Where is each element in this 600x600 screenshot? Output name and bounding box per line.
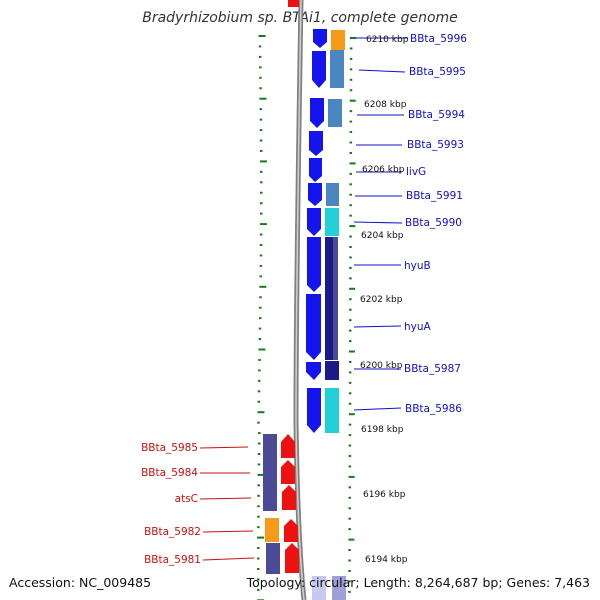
gene-arrow[interactable] (307, 388, 321, 433)
label-leader-line (202, 557, 255, 561)
accession-label: Accession: NC_009485 (9, 575, 152, 590)
left-scale-ticks (257, 35, 267, 600)
scale-label: 6202 kbp (360, 295, 403, 305)
gene-category-block[interactable] (325, 237, 333, 360)
label-leader-line (358, 69, 406, 73)
gene-label-bbta-5986[interactable]: BBta_5986 (405, 403, 462, 415)
scale-labels: 6210 kbp 6208 kbp 6206 kbp 6204 kbp 6202… (360, 35, 409, 565)
label-leader-line (199, 446, 249, 449)
gene-arrow[interactable] (310, 98, 324, 128)
gene-label-bbta-5987[interactable]: BBta_5987 (404, 363, 461, 375)
left-category-blocks (263, 434, 280, 574)
blue-gene-arrows (306, 29, 327, 433)
gene-category-block[interactable] (265, 518, 279, 542)
gene-arrow[interactable] (285, 543, 299, 573)
gene-arrow[interactable] (308, 183, 322, 206)
label-leader-line (199, 497, 252, 500)
gene-category-block[interactable] (325, 361, 339, 380)
scale-label: 6206 kbp (362, 165, 405, 175)
gene-category-block[interactable] (325, 388, 339, 433)
gene-category-block[interactable] (331, 30, 345, 50)
gene-arrow[interactable] (307, 237, 321, 292)
left-gene-labels: BBta_5985 BBta_5984 atsC BBta_5982 BBta_… (141, 442, 201, 566)
right-category-blocks (325, 30, 345, 433)
gene-label-hyub[interactable]: hyuB (404, 260, 431, 272)
gene-arrow[interactable] (281, 460, 295, 484)
gene-label-bbta-5996[interactable]: BBta_5996 (410, 33, 467, 45)
gene-label-livg[interactable]: livG (406, 166, 426, 178)
label-leader-line (353, 325, 402, 328)
gene-label-bbta-5991[interactable]: BBta_5991 (406, 190, 463, 202)
scale-label: 6196 kbp (363, 490, 406, 500)
scale-label: 6208 kbp (364, 100, 407, 110)
label-leader-line (353, 407, 402, 411)
gene-category-block[interactable] (328, 99, 342, 127)
gene-label-bbta-5984[interactable]: BBta_5984 (141, 467, 198, 479)
gene-label-bbta-5995[interactable]: BBta_5995 (409, 66, 466, 78)
gene-category-block[interactable] (325, 208, 339, 236)
gene-label-bbta-5981[interactable]: BBta_5981 (144, 554, 201, 566)
gene-category-block[interactable] (326, 183, 339, 206)
gene-arrow[interactable] (306, 362, 321, 380)
gene-label-bbta-5994[interactable]: BBta_5994 (408, 109, 465, 121)
scale-label: 6194 kbp (365, 555, 408, 565)
topology-label: Topology: circular; Length: 8,264,687 bp… (246, 575, 590, 590)
red-gene-arrows (281, 434, 299, 573)
scale-label: 6210 kbp (366, 35, 409, 45)
gene-block-partial[interactable] (312, 576, 326, 600)
right-scale-ticks (348, 37, 356, 593)
gene-label-hyua[interactable]: hyuA (404, 321, 432, 333)
gene-arrow[interactable] (312, 51, 326, 88)
gene-category-block[interactable] (266, 543, 280, 574)
gene-block-partial[interactable] (288, 0, 299, 7)
scale-label: 6198 kbp (361, 425, 404, 435)
gene-arrow[interactable] (282, 485, 296, 510)
gene-label-bbta-5993[interactable]: BBta_5993 (407, 139, 464, 151)
gene-label-bbta-5990[interactable]: BBta_5990 (405, 217, 462, 229)
label-leader-line (202, 530, 254, 533)
gene-arrow[interactable] (284, 519, 298, 542)
right-gene-labels: BBta_5996 BBta_5995 BBta_5994 BBta_5993 … (404, 33, 467, 415)
gene-label-bbta-5985[interactable]: BBta_5985 (141, 442, 198, 454)
label-leader-line (353, 221, 403, 224)
gene-arrow[interactable] (309, 131, 323, 156)
gene-arrow[interactable] (281, 434, 295, 458)
label-leader-lines (199, 37, 408, 561)
gene-arrow[interactable] (309, 158, 322, 182)
gene-arrow[interactable] (306, 294, 321, 360)
gene-arrow[interactable] (313, 29, 327, 48)
gene-block-partial[interactable] (332, 576, 346, 600)
scale-label: 6200 kbp (360, 361, 403, 371)
gene-category-block[interactable] (333, 237, 338, 360)
gene-label-atsc[interactable]: atsC (175, 493, 198, 505)
gene-arrow[interactable] (307, 208, 321, 236)
gene-label-bbta-5982[interactable]: BBta_5982 (144, 526, 201, 538)
scale-label: 6204 kbp (361, 231, 404, 241)
gene-category-block[interactable] (263, 434, 277, 511)
gene-category-block[interactable] (330, 50, 344, 88)
